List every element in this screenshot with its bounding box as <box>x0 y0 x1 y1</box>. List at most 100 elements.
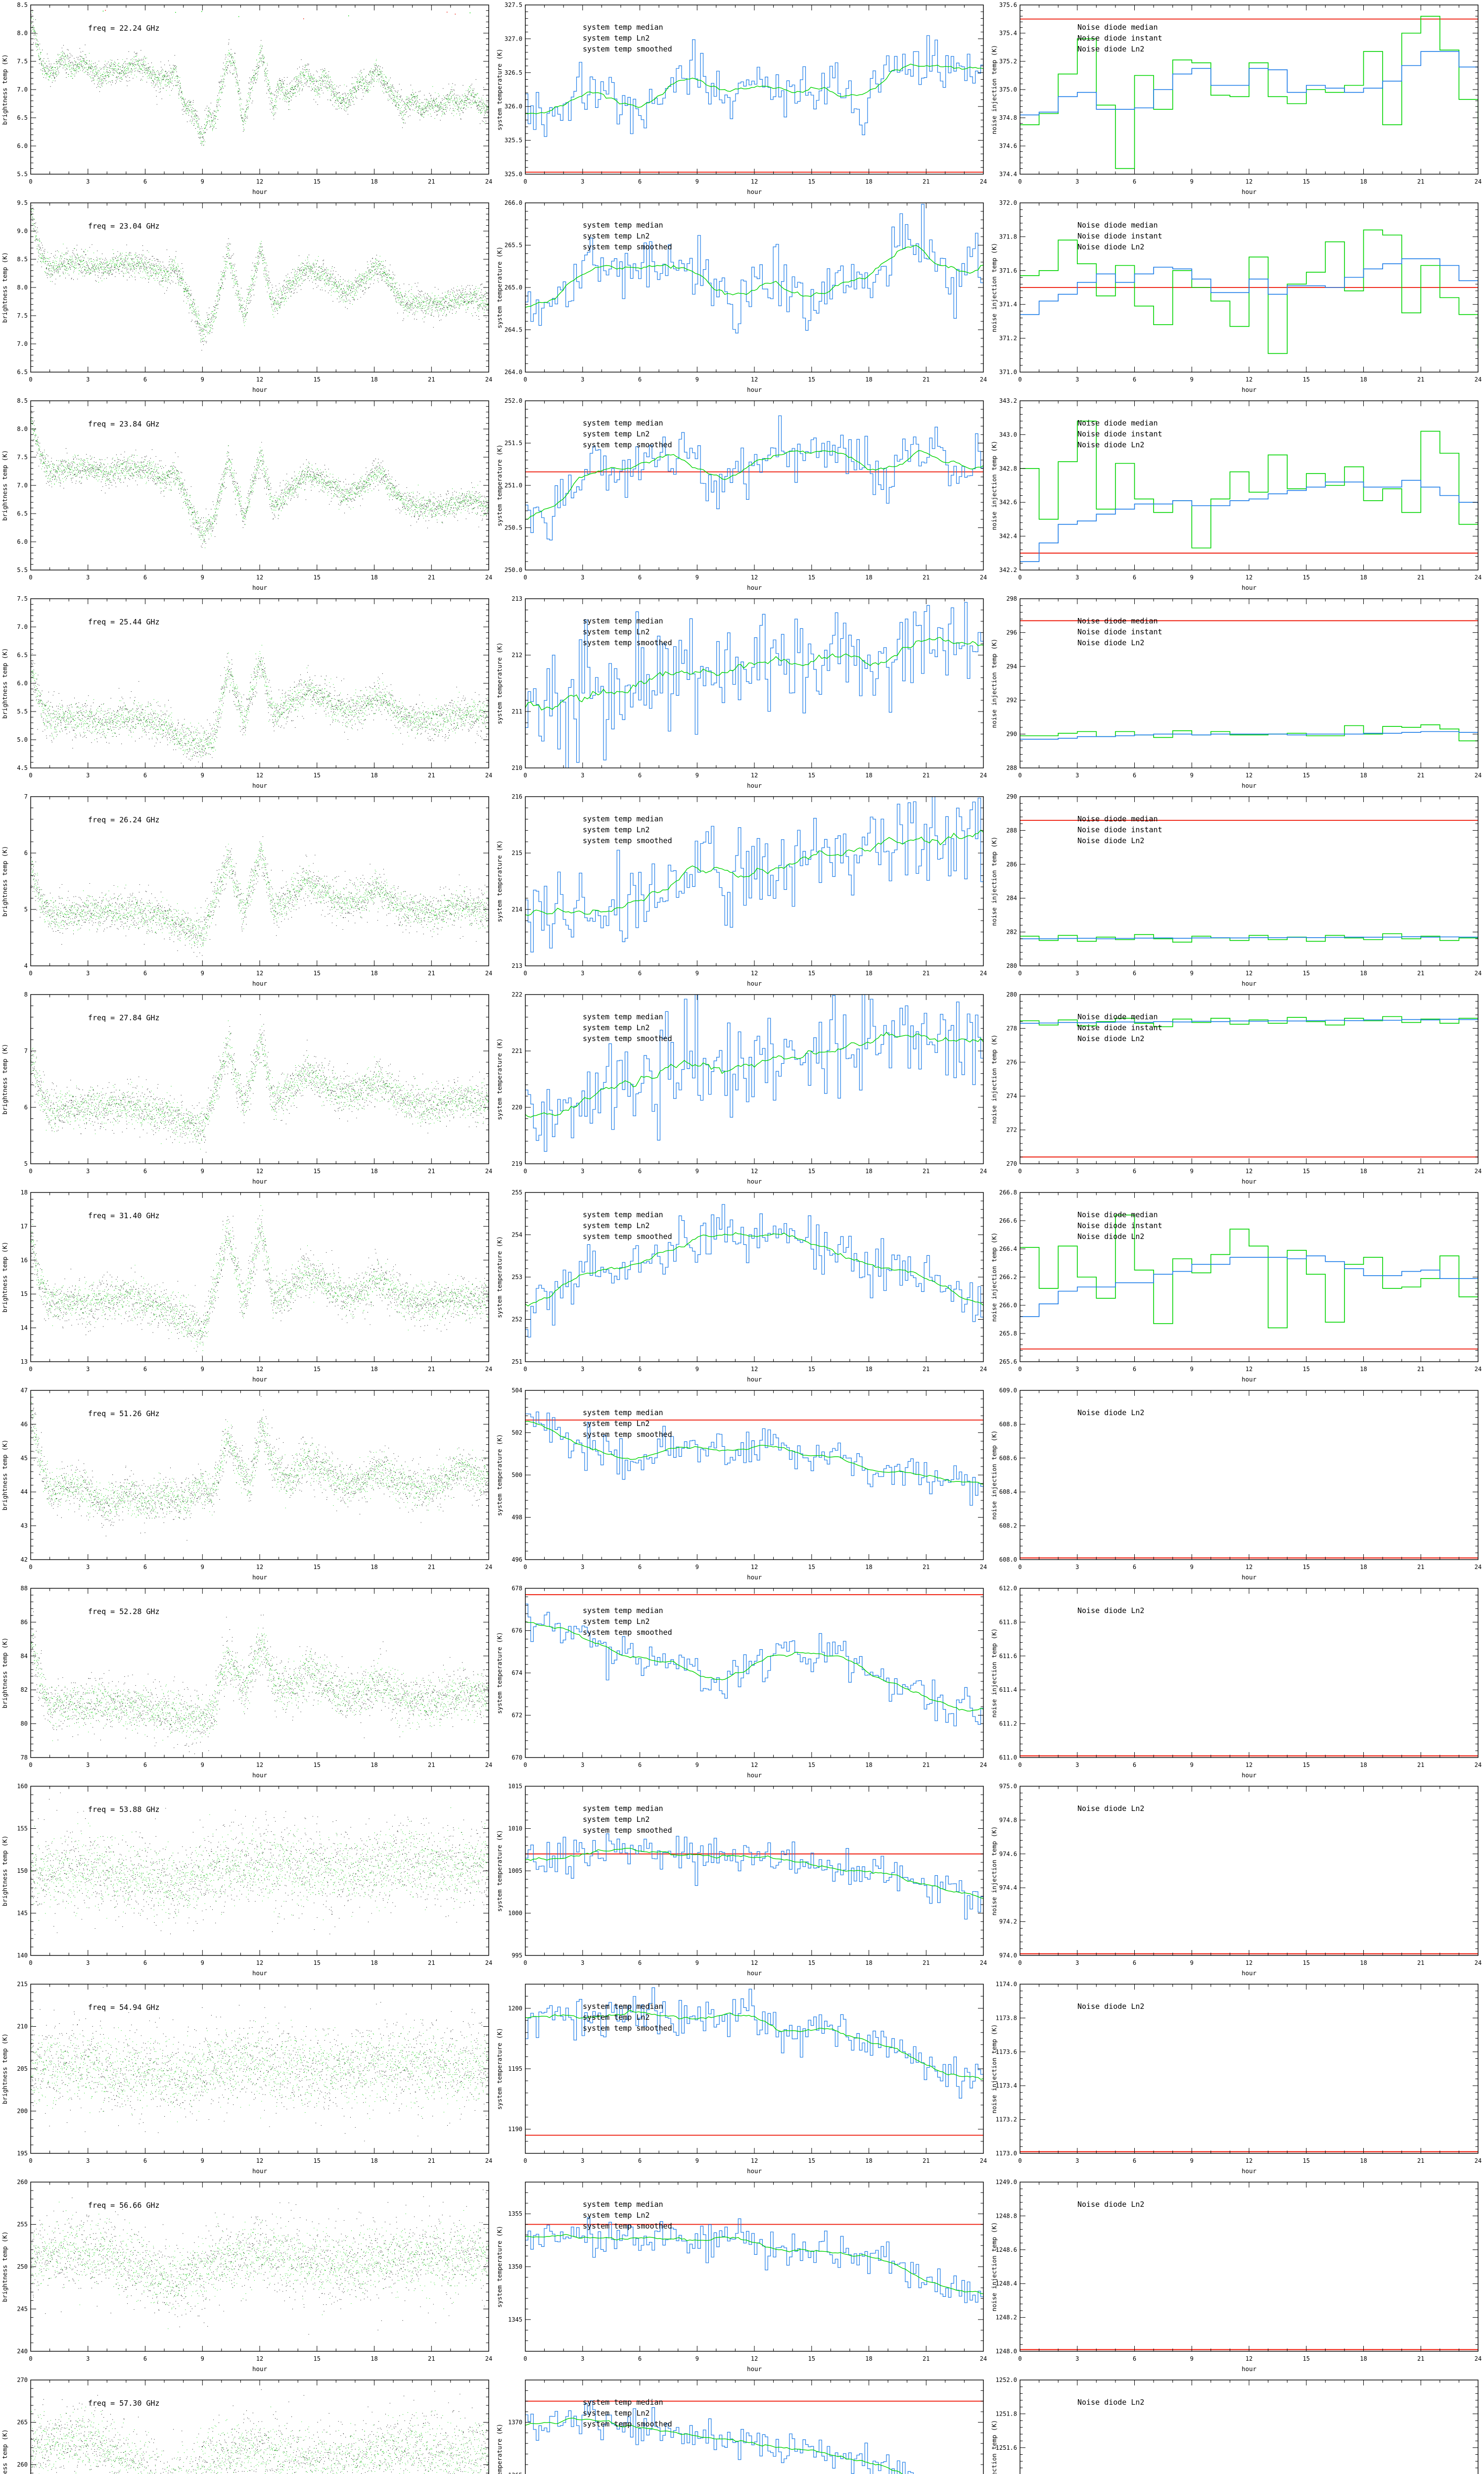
svg-text:24: 24 <box>485 772 492 779</box>
svg-text:system temperature (K): system temperature (K) <box>496 2028 503 2110</box>
svg-text:15: 15 <box>1303 376 1310 383</box>
svg-text:hour: hour <box>747 2365 762 2373</box>
svg-text:21: 21 <box>428 2157 435 2164</box>
legend-entry: Noise diode Ln2 <box>1077 1804 1144 1813</box>
legend-entry: Noise diode instant <box>1077 1221 1162 1230</box>
svg-text:9: 9 <box>696 574 699 581</box>
svg-text:5: 5 <box>24 906 28 913</box>
svg-text:24: 24 <box>980 376 987 383</box>
svg-text:265.8: 265.8 <box>999 1330 1017 1337</box>
svg-text:1249.0: 1249.0 <box>996 2179 1017 2186</box>
svg-text:672: 672 <box>511 1712 522 1719</box>
svg-text:brightness temp (K): brightness temp (K) <box>1 846 8 917</box>
svg-text:noise injection temp (K): noise injection temp (K) <box>990 1430 998 1520</box>
svg-text:15: 15 <box>1303 1564 1310 1570</box>
svg-text:372.0: 372.0 <box>999 199 1017 206</box>
svg-text:24: 24 <box>1475 1564 1482 1570</box>
chart-canvas: 0 3 6 9 12 15 18 21 24 78 80 82 84 86 88 hour brightness… <box>1 1585 492 1779</box>
svg-text:12: 12 <box>751 2355 758 2362</box>
svg-text:3: 3 <box>1075 1761 1079 1768</box>
freq-title: freq = 31.40 GHz <box>88 1211 160 1220</box>
svg-text:160: 160 <box>17 1783 28 1790</box>
svg-text:145: 145 <box>17 1910 28 1917</box>
svg-text:5.5: 5.5 <box>17 567 28 573</box>
svg-text:18: 18 <box>1360 1168 1367 1175</box>
svg-text:21: 21 <box>923 1564 929 1570</box>
legend-entry: system temp Ln2 <box>583 2211 649 2220</box>
svg-text:9: 9 <box>1190 178 1194 185</box>
svg-text:system temperature (K): system temperature (K) <box>496 1632 503 1714</box>
svg-text:3: 3 <box>581 2355 584 2362</box>
svg-text:15: 15 <box>808 970 815 977</box>
svg-text:1200: 1200 <box>508 2005 522 2012</box>
freq-title: freq = 51.26 GHz <box>88 1409 160 1418</box>
legend-entry: Noise diode instant <box>1077 825 1162 834</box>
svg-text:215: 215 <box>17 1981 28 1988</box>
svg-text:12: 12 <box>1246 2355 1252 2362</box>
svg-text:18: 18 <box>1360 1564 1367 1570</box>
svg-text:0: 0 <box>523 2157 527 2164</box>
chart-canvas: 0 3 6 9 12 15 18 21 24 5 6 7 8 hour brightness temp (K… <box>1 991 492 1185</box>
svg-text:200: 200 <box>17 2108 28 2115</box>
legend-entry: system temp smoothed <box>583 45 672 53</box>
svg-text:15: 15 <box>314 1761 321 1768</box>
svg-text:brightness temp (K): brightness temp (K) <box>1 2034 8 2104</box>
svg-text:611.8: 611.8 <box>999 1618 1017 1625</box>
svg-text:3: 3 <box>581 376 584 383</box>
chart-canvas: 0 3 6 9 12 15 18 21 24 670 672 674 676 678 hour system … <box>496 1585 987 1779</box>
chart-canvas: 0 3 6 9 12 15 18 21 24 1248.0 1248.2 1248.4 1248.6 12… <box>990 2179 1482 2373</box>
system-temp-plot-54.94ghz: 0 3 6 9 12 15 18 21 24 1190 1195 1200 hour system tem… <box>495 1979 989 2177</box>
svg-text:3: 3 <box>86 376 90 383</box>
svg-text:21: 21 <box>923 2355 929 2362</box>
svg-text:3: 3 <box>581 2157 584 2164</box>
chart-canvas: 0 3 6 9 12 15 18 21 24 264.0 264.5 265.0 265.5 266.0 h… <box>496 199 987 393</box>
svg-text:1000: 1000 <box>508 1910 522 1917</box>
legend-entry: system temp median <box>583 2200 663 2209</box>
svg-text:1190: 1190 <box>508 2126 522 2133</box>
svg-text:hour: hour <box>1242 1969 1257 1977</box>
svg-text:15: 15 <box>808 772 815 779</box>
svg-text:0: 0 <box>29 1959 32 1966</box>
svg-text:24: 24 <box>1475 1959 1482 1966</box>
svg-text:6: 6 <box>1133 2355 1136 2362</box>
svg-text:21: 21 <box>428 970 435 977</box>
svg-text:15: 15 <box>1303 1366 1310 1373</box>
svg-text:brightness temp (K): brightness temp (K) <box>1 1440 8 1511</box>
chart-canvas: 0 3 6 9 12 15 18 21 24 213 214 215 216 hour system tem… <box>496 793 987 987</box>
chart-canvas: 0 3 6 9 12 15 18 21 24 251 252 253 254 255 hour system … <box>496 1189 987 1383</box>
svg-text:15: 15 <box>314 574 321 581</box>
noise-diode-plot-25.44ghz: 0 3 6 9 12 15 18 21 24 288 290 292 294 296 298 hour nois… <box>989 594 1484 792</box>
system-temp-plot-52.28ghz: 0 3 6 9 12 15 18 21 24 670 672 674 676 678 hour system … <box>495 1583 989 1781</box>
svg-text:9: 9 <box>201 178 204 185</box>
svg-text:3: 3 <box>1075 970 1079 977</box>
svg-text:24: 24 <box>1475 2157 1482 2164</box>
svg-text:611.4: 611.4 <box>999 1686 1017 1693</box>
svg-text:4.5: 4.5 <box>17 764 28 771</box>
svg-text:15: 15 <box>314 2355 321 2362</box>
system-temp-plot-57.30ghz: 03691215182124136013651370hoursystem tem… <box>495 2375 989 2474</box>
svg-text:3: 3 <box>581 1959 584 1966</box>
svg-text:18: 18 <box>865 1366 872 1373</box>
chart-canvas: 0 3 6 9 12 15 18 21 24 280 282 284 286 288 290 hour nois… <box>990 793 1482 987</box>
svg-text:18: 18 <box>1360 1959 1367 1966</box>
svg-text:9: 9 <box>1190 1564 1194 1570</box>
svg-text:6: 6 <box>143 1959 147 1966</box>
svg-text:12: 12 <box>256 574 263 581</box>
svg-text:9: 9 <box>696 1564 699 1570</box>
freq-title: freq = 52.28 GHz <box>88 1607 160 1616</box>
svg-text:21: 21 <box>1417 772 1424 779</box>
brightness-temp-plot-53.88ghz: 0 3 6 9 12 15 18 21 24 140 145 150 155 160 hour brightn… <box>0 1781 495 1979</box>
svg-text:21: 21 <box>1417 1564 1424 1570</box>
svg-text:12: 12 <box>751 772 758 779</box>
svg-text:21: 21 <box>1417 2157 1424 2164</box>
svg-text:676: 676 <box>511 1627 522 1634</box>
svg-text:6: 6 <box>1133 1564 1136 1570</box>
svg-text:84: 84 <box>21 1653 28 1660</box>
legend-entry: Noise diode Ln2 <box>1077 1606 1144 1615</box>
svg-text:15: 15 <box>808 178 815 185</box>
svg-text:15: 15 <box>314 2157 321 2164</box>
svg-text:24: 24 <box>1475 1168 1482 1175</box>
svg-text:500: 500 <box>511 1472 522 1478</box>
svg-text:12: 12 <box>1246 574 1252 581</box>
system-temp-plot-23.04ghz: 0 3 6 9 12 15 18 21 24 264.0 264.5 265.0 265.5 266.0 h… <box>495 198 989 396</box>
